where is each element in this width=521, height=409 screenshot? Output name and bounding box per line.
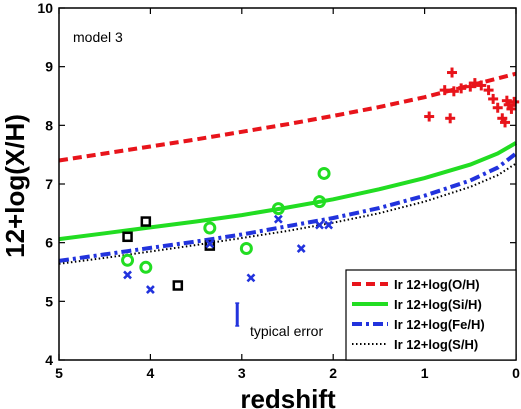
obs-plus-17 [500, 117, 511, 128]
obs-plus-1 [439, 85, 450, 96]
error-bar-layer [235, 302, 240, 327]
x-tick-label-5: 0 [512, 365, 520, 381]
series-line-1 [58, 141, 518, 242]
obs-plus-5 [469, 78, 480, 89]
obs-plus-6 [476, 80, 487, 91]
obs-square-2 [172, 280, 184, 291]
series-line-3 [58, 162, 517, 265]
legend-label-1: Ir 12+log(Si/H) [394, 297, 482, 312]
obs-square-0 [122, 231, 133, 243]
obs-x-7 [324, 220, 334, 230]
x-tick-label-4: 1 [421, 365, 429, 381]
obs-x-4 [273, 214, 283, 224]
obs-plus-8 [445, 113, 456, 124]
obs-x-0 [123, 270, 132, 280]
error-bar-label: typical error [250, 323, 323, 339]
obs-plus-15 [506, 103, 517, 114]
x-tick-label-2: 3 [238, 365, 246, 381]
obs-x-6-b [315, 220, 324, 230]
legend-label-3: Ir 12+log(S/H) [394, 337, 478, 352]
obs-x-5-b [296, 244, 306, 253]
y-tick-label-2: 6 [45, 235, 53, 251]
obs-x-0-b [123, 270, 132, 280]
obs-circle-1 [139, 260, 153, 274]
y-tick-label-6: 10 [37, 0, 53, 16]
model-annotation: model 3 [73, 29, 123, 45]
legend-label-0: Ir 12+log(O/H) [394, 277, 480, 292]
observations-layer [121, 67, 520, 295]
y-axis-title: 12+log(X/H) [0, 114, 30, 258]
legend-label-2: Ir 12+log(Fe/H) [394, 317, 485, 332]
obs-plus-16 [509, 96, 520, 107]
x-axis-title: redshift [240, 384, 336, 409]
obs-x-1-b [145, 285, 155, 295]
obs-circle-0 [121, 253, 135, 267]
obs-square-1 [140, 216, 152, 227]
obs-x-2-b [205, 239, 215, 249]
x-tick-label-0: 5 [55, 365, 63, 381]
y-tick-label-3: 7 [45, 176, 53, 192]
obs-x-1 [145, 285, 155, 295]
obs-plus-7 [483, 85, 494, 96]
series-line-2 [58, 151, 518, 263]
obs-x-4-b [273, 214, 283, 224]
obs-square-3 [204, 240, 216, 251]
obs-plus-10 [488, 93, 499, 104]
obs-circle-2 [203, 221, 217, 235]
obs-circle-5 [312, 195, 326, 209]
obs-circle-4 [271, 202, 285, 216]
obs-x-3-b [246, 273, 256, 283]
x-tick-label-3: 2 [329, 365, 337, 381]
obs-x-5 [296, 244, 306, 253]
obs-plus-3 [456, 83, 467, 94]
obs-x-6 [315, 220, 324, 230]
y-tick-label-5: 9 [45, 59, 53, 75]
obs-x-3 [246, 273, 256, 283]
x-tick-label-1: 4 [147, 365, 155, 381]
obs-x-7-b [324, 220, 334, 230]
y-tick-label-1: 5 [45, 293, 53, 309]
obs-circle-3 [239, 242, 253, 256]
y-tick-label-4: 8 [45, 117, 53, 133]
obs-plus-2 [448, 86, 459, 97]
obs-plus-0 [447, 67, 458, 78]
legend: Ir 12+log(O/H) Ir 12+log(Si/H) Ir 12+log(F… [345, 269, 517, 361]
obs-plus-9 [424, 111, 435, 122]
y-tick-label-0: 4 [45, 352, 53, 368]
obs-plus-11 [492, 102, 503, 113]
obs-x-2 [205, 239, 215, 249]
obs-circle-6 [317, 166, 331, 180]
